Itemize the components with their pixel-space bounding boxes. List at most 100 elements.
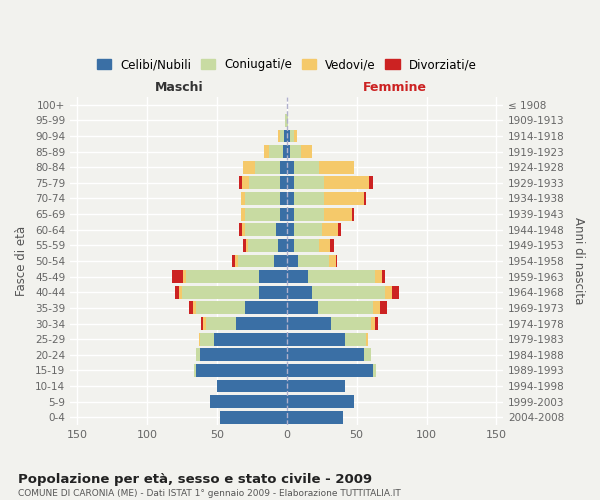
Bar (259, 270, 287, 283)
Bar (241, 208, 245, 220)
Bar (287, 332, 346, 345)
Bar (245, 224, 275, 236)
Bar (245, 302, 287, 314)
Bar (338, 224, 341, 236)
Bar (319, 239, 330, 252)
Bar (236, 317, 287, 330)
Bar (203, 317, 206, 330)
Bar (317, 302, 373, 314)
Bar (382, 270, 385, 283)
Bar (238, 254, 274, 268)
Bar (284, 130, 287, 142)
Bar (290, 130, 294, 142)
Bar (242, 176, 249, 189)
Bar (375, 270, 382, 283)
Bar (280, 208, 287, 220)
Bar (242, 224, 245, 236)
Bar (287, 364, 373, 377)
Bar (298, 254, 329, 268)
Bar (287, 254, 298, 268)
Bar (199, 332, 200, 345)
Bar (200, 348, 287, 361)
Text: Maschi: Maschi (155, 80, 203, 94)
Bar (206, 317, 236, 330)
Bar (364, 192, 367, 205)
Bar (220, 411, 287, 424)
Bar (294, 192, 325, 205)
Y-axis label: Fasce di età: Fasce di età (15, 226, 28, 296)
Bar (375, 317, 377, 330)
Bar (287, 239, 294, 252)
Bar (196, 348, 200, 361)
Bar (274, 254, 287, 268)
Bar (246, 239, 248, 252)
Bar (278, 130, 280, 142)
Bar (287, 176, 294, 189)
Bar (287, 317, 331, 330)
Bar (294, 130, 296, 142)
Bar (248, 239, 278, 252)
Bar (367, 332, 368, 345)
Bar (287, 380, 346, 392)
Bar (287, 208, 294, 220)
Bar (259, 286, 287, 298)
Text: Femmine: Femmine (362, 80, 427, 94)
Bar (179, 286, 182, 298)
Bar (183, 270, 186, 283)
Bar (278, 239, 287, 252)
Bar (322, 224, 338, 236)
Bar (371, 317, 375, 330)
Bar (325, 176, 369, 189)
Bar (193, 302, 196, 314)
Bar (210, 396, 287, 408)
Bar (287, 130, 290, 142)
Bar (283, 145, 287, 158)
Bar (287, 161, 294, 173)
Bar (346, 332, 367, 345)
Bar (189, 302, 193, 314)
Bar (352, 208, 354, 220)
Bar (202, 317, 203, 330)
Bar (265, 145, 269, 158)
Bar (196, 364, 287, 377)
Bar (241, 192, 245, 205)
Bar (287, 145, 290, 158)
Bar (239, 176, 242, 189)
Bar (287, 302, 317, 314)
Bar (373, 302, 380, 314)
Bar (294, 239, 319, 252)
Bar (335, 254, 337, 268)
Bar (373, 364, 376, 377)
Bar (286, 114, 287, 126)
Bar (319, 161, 354, 173)
Bar (325, 208, 352, 220)
Text: COMUNE DI CARONIA (ME) - Dati ISTAT 1° gennaio 2009 - Elaborazione TUTTITALIA.IT: COMUNE DI CARONIA (ME) - Dati ISTAT 1° g… (18, 489, 401, 498)
Bar (287, 348, 364, 361)
Bar (287, 192, 294, 205)
Bar (287, 114, 288, 126)
Bar (287, 224, 294, 236)
Bar (280, 161, 287, 173)
Bar (244, 161, 254, 173)
Bar (287, 286, 312, 298)
Bar (331, 317, 371, 330)
Bar (312, 286, 385, 298)
Bar (269, 145, 283, 158)
Bar (232, 254, 235, 268)
Bar (194, 364, 196, 377)
Bar (275, 224, 287, 236)
Bar (287, 270, 308, 283)
Bar (249, 176, 280, 189)
Bar (294, 161, 319, 173)
Bar (200, 332, 214, 345)
Bar (325, 192, 364, 205)
Bar (308, 270, 375, 283)
Bar (287, 396, 354, 408)
Bar (290, 145, 301, 158)
Bar (294, 208, 325, 220)
Bar (364, 348, 371, 361)
Bar (172, 270, 183, 283)
Bar (235, 254, 238, 268)
Bar (369, 176, 373, 189)
Bar (301, 145, 312, 158)
